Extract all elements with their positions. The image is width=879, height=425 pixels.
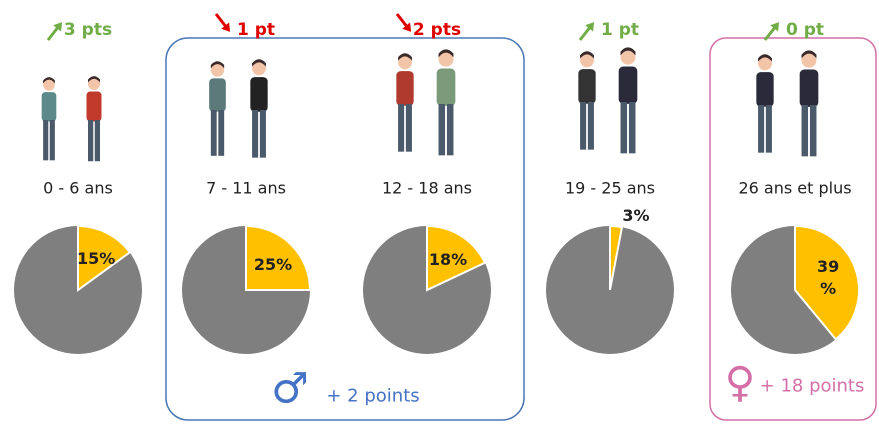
infographic: ♂ + 2 points ♀ + 18 points 15% 0 - 6 ans 3…: [0, 0, 879, 425]
male-symbol: ♂: [271, 364, 309, 413]
change-label: 2 pts: [413, 20, 461, 40]
illustrations: [42, 47, 819, 161]
category-label: 7 - 11 ans: [206, 179, 286, 198]
category-label: 0 - 6 ans: [43, 179, 113, 198]
category-label: 19 - 25 ans: [565, 179, 655, 198]
female-symbol: ♀: [725, 358, 756, 407]
value-label: 18%: [429, 249, 463, 271]
change-label: 1 pt: [237, 20, 275, 40]
category-label: 12 - 18 ans: [382, 179, 472, 198]
female-annotation: + 18 points: [760, 376, 865, 397]
value-label: 3%: [619, 205, 653, 227]
category-label: 26 ans et plus: [738, 179, 851, 198]
male-annotation: + 2 points: [326, 386, 419, 407]
change-label: 1 pt: [601, 20, 639, 40]
value-label: 25%: [254, 254, 288, 276]
value-label: 39 %: [811, 256, 845, 300]
change-label: 3 pts: [64, 20, 112, 40]
value-label: 15%: [77, 248, 111, 270]
change-label: 0 pt: [786, 20, 824, 40]
